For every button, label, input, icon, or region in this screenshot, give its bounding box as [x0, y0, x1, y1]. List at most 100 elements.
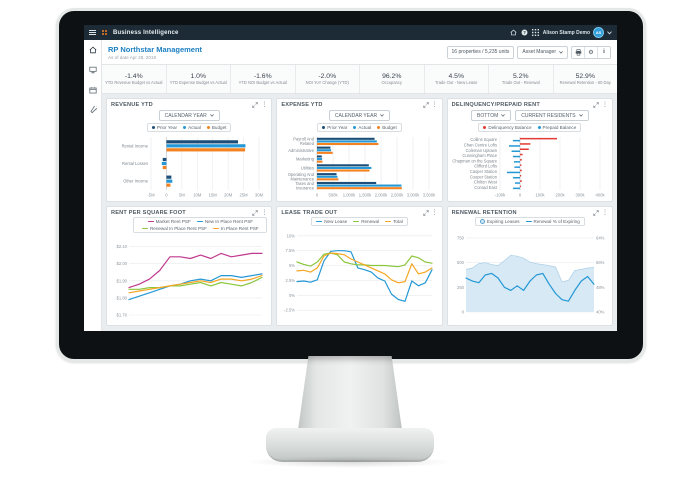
kebab-menu-icon[interactable]: ⋮: [601, 210, 608, 216]
as-of-date: As of date Apr 28, 2019: [108, 54, 157, 60]
svg-text:0: 0: [461, 310, 464, 315]
expand-icon[interactable]: [593, 210, 599, 216]
monitor-icon[interactable]: [88, 66, 97, 74]
legend-marker: [206, 126, 210, 129]
legend-label: Prior Year: [156, 125, 178, 130]
kpi-label: Trade Out - New Lease: [435, 79, 478, 85]
legend-item: Renewal % of Expiring: [525, 219, 580, 224]
role-selector-dropdown[interactable]: Asset Manager: [517, 45, 568, 59]
kpi-label: NOI YoY Change (YTD): [305, 79, 349, 85]
expand-icon[interactable]: [593, 102, 599, 108]
panel-rent-per-square-foot: RENT PER SQUARE FOOT ⋮ Market Rent PSF Ne…: [106, 206, 273, 326]
svg-text:1,500k: 1,500k: [359, 193, 372, 198]
expand-icon[interactable]: [252, 210, 259, 216]
svg-text:-100k: -100k: [495, 193, 506, 198]
kebab-menu-icon[interactable]: ⋮: [431, 210, 438, 216]
delinquency-prepaid-chart: -100k 0 100k 200k 300k 400k Collins SquareChan…: [452, 137, 605, 198]
legend-label: In Place Rent PSF: [220, 226, 259, 231]
svg-text:Rental Income: Rental Income: [122, 143, 149, 148]
svg-text:500k: 500k: [329, 193, 339, 198]
legend-item: Total: [385, 219, 403, 224]
expand-icon[interactable]: [422, 102, 429, 108]
calendar-year-dropdown[interactable]: CALENDAR YEAR: [158, 110, 220, 121]
legend-label: Prepaid Balance: [542, 125, 577, 130]
legend: New Lease Renewal Total: [311, 217, 408, 226]
kpi-value: 52.9%: [575, 72, 595, 80]
chevron-down-icon: [559, 50, 563, 54]
panel-title: REVENUE YTD: [111, 102, 153, 108]
home-icon[interactable]: [510, 29, 517, 36]
calendar-year-dropdown[interactable]: CALENDAR YEAR: [328, 110, 391, 121]
kebab-menu-icon[interactable]: ⋮: [601, 102, 608, 108]
kpi-label: Renewal Retention - 60 Day: [559, 79, 611, 85]
home-icon[interactable]: [89, 46, 97, 54]
bottom-dropdown[interactable]: BOTTOM: [470, 110, 512, 121]
svg-text:20M: 20M: [224, 193, 233, 198]
kpi-tile: 4.5% Trade Out - New Lease: [425, 65, 489, 93]
chevron-down-icon: [578, 114, 583, 117]
kpi-value: -1.4%: [124, 72, 143, 80]
legend-item: New Lease: [316, 219, 347, 224]
current-residents-dropdown[interactable]: CURRENT RESIDENTS: [515, 110, 589, 121]
renewal-retention-chart: 750 500 250 0 64% 56% 48% 40%: [457, 235, 605, 315]
svg-text:0: 0: [165, 193, 168, 198]
legend-label: Market Rent PSF: [155, 219, 191, 224]
kpi-tile: 96.2% Occupancy: [360, 65, 425, 93]
svg-text:40%: 40%: [596, 310, 605, 315]
expand-icon[interactable]: [252, 102, 259, 108]
legend-label: Renewal: [361, 219, 380, 224]
kpi-tile: 5.2% Trade Out - Renewal: [489, 65, 554, 93]
chevron-down-icon: [380, 114, 384, 117]
svg-text:1,000k: 1,000k: [343, 193, 356, 198]
panel-lease-trade-out: LEASE TRADE OUT ⋮ New Lease Renewal Total …: [276, 206, 443, 326]
svg-text:500: 500: [457, 260, 465, 265]
svg-text:Other Income: Other Income: [123, 179, 149, 184]
info-button[interactable]: i: [597, 46, 610, 58]
kebab-menu-icon[interactable]: ⋮: [261, 210, 268, 216]
kpi-value: 4.5%: [448, 72, 465, 80]
legend-label: Budget: [382, 125, 397, 130]
app-grid-icon[interactable]: [531, 29, 539, 36]
legend-label: New In Place Rent PSF: [204, 219, 254, 224]
legend-item: Budget: [206, 125, 226, 130]
svg-text:10M: 10M: [193, 193, 202, 198]
svg-text:2,000k: 2,000k: [375, 193, 388, 198]
kpi-tile: 52.9% Renewal Retention - 60 Day: [554, 65, 618, 93]
kpi-tile: -2.0% NOI YoY Change (YTD): [296, 65, 360, 93]
svg-text:Chapman on the Square: Chapman on the Square: [452, 158, 497, 163]
avatar[interactable]: AS: [594, 28, 603, 37]
page-header: RP Northstar Management As of date Apr 2…: [102, 40, 617, 65]
chevron-down-icon[interactable]: [607, 30, 612, 35]
svg-text:5%: 5%: [289, 263, 295, 268]
svg-text:-2.5%: -2.5%: [285, 308, 296, 313]
hamburger-menu-icon[interactable]: [89, 29, 96, 36]
legend-marker: [353, 126, 357, 129]
settings-button[interactable]: ⚙: [584, 46, 597, 58]
legend-marker: [141, 227, 148, 230]
expand-icon[interactable]: [422, 210, 429, 216]
legend-marker: [385, 220, 392, 223]
legend-item: Prepaid Balance: [537, 125, 577, 130]
kebab-menu-icon[interactable]: ⋮: [431, 102, 438, 108]
svg-text:250: 250: [457, 285, 465, 290]
svg-text:Clifford Lofts: Clifford Lofts: [474, 164, 497, 169]
legend-item: Expiring Leases: [479, 219, 520, 224]
calendar-icon[interactable]: [88, 86, 97, 94]
panel-title: LEASE TRADE OUT: [281, 210, 338, 216]
kpi-value: -2.0%: [318, 72, 337, 80]
top-nav-bar: Business Intelligence ? Alison Stamp Dem…: [84, 25, 617, 40]
legend-marker: [377, 126, 381, 129]
svg-text:15M: 15M: [209, 193, 218, 198]
help-icon[interactable]: ?: [521, 29, 528, 36]
wrench-icon[interactable]: [89, 106, 97, 114]
kpi-value: 5.2%: [513, 72, 529, 80]
print-button[interactable]: [572, 47, 584, 58]
legend-label: New Lease: [324, 219, 348, 224]
svg-text:?: ?: [523, 30, 526, 35]
legend-item: Prior Year: [322, 125, 347, 130]
panel-expense-ytd: EXPENSE YTD ⋮ CALENDAR YEAR: [276, 98, 443, 202]
chart-grid: REVENUE YTD ⋮ CALENDAR YEAR: [102, 94, 617, 331]
kebab-menu-icon[interactable]: ⋮: [261, 102, 268, 108]
svg-text:$2.10: $2.10: [117, 244, 128, 249]
legend-item: Prior Year: [151, 125, 178, 130]
